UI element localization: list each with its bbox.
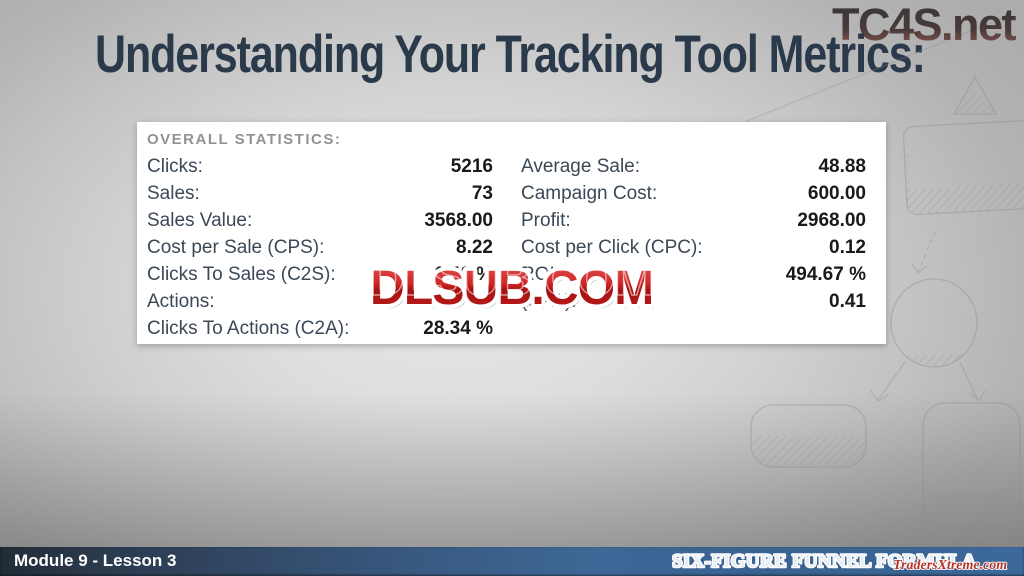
svg-text:TradersXtreme.com: TradersXtreme.com (893, 558, 1007, 573)
svg-text:DLSUB.COM: DLSUB.COM (370, 258, 653, 306)
svg-text:TC4S.net: TC4S.net (832, 0, 1017, 50)
